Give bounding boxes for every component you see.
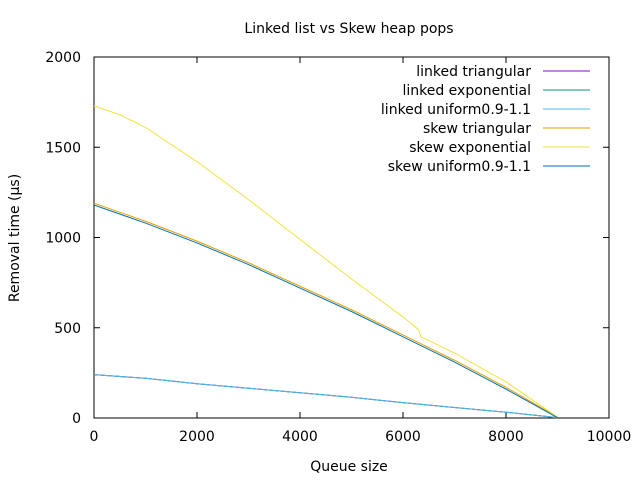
series-lines [93,105,558,419]
legend-label: skew uniform0.9-1.1 [388,159,531,175]
legend-label: linked exponential [402,83,531,99]
x-tick-label: 2000 [179,429,215,445]
legend-label: skew triangular [423,121,531,137]
x-tick-label: 0 [90,429,99,445]
x-axis-label: Queue size [310,459,388,475]
legend-label: skew exponential [409,140,531,156]
y-tick-label: 500 [54,321,81,337]
plot-frame [93,56,610,419]
x-tick-label: 8000 [488,429,524,445]
legend-label: linked triangular [416,64,531,80]
legend-label: linked uniform0.9-1.1 [381,102,531,118]
y-axis-label: Removal time (µs) [7,174,23,302]
y-tick-label: 0 [72,411,81,427]
axis-ticks: 0 2000 4000 6000 8000 10000 0 500 1000 1500 2000 [45,50,631,445]
series-line-2 [93,374,558,419]
chart-title: Linked list vs Skew heap pops [244,21,453,37]
x-tick-label: 6000 [385,429,421,445]
x-tick-label: 10000 [587,429,632,445]
legend: linked triangular linked exponential linke… [381,64,590,175]
series-line-5 [93,105,558,418]
y-tick-label: 2000 [45,50,81,66]
series-line-6 [93,204,558,419]
series-line-1 [93,374,558,419]
series-line-3 [93,374,558,419]
y-tick-label: 1500 [45,140,81,156]
y-tick-label: 1000 [45,231,81,247]
x-tick-label: 4000 [282,429,318,445]
series-line-4 [93,202,558,418]
